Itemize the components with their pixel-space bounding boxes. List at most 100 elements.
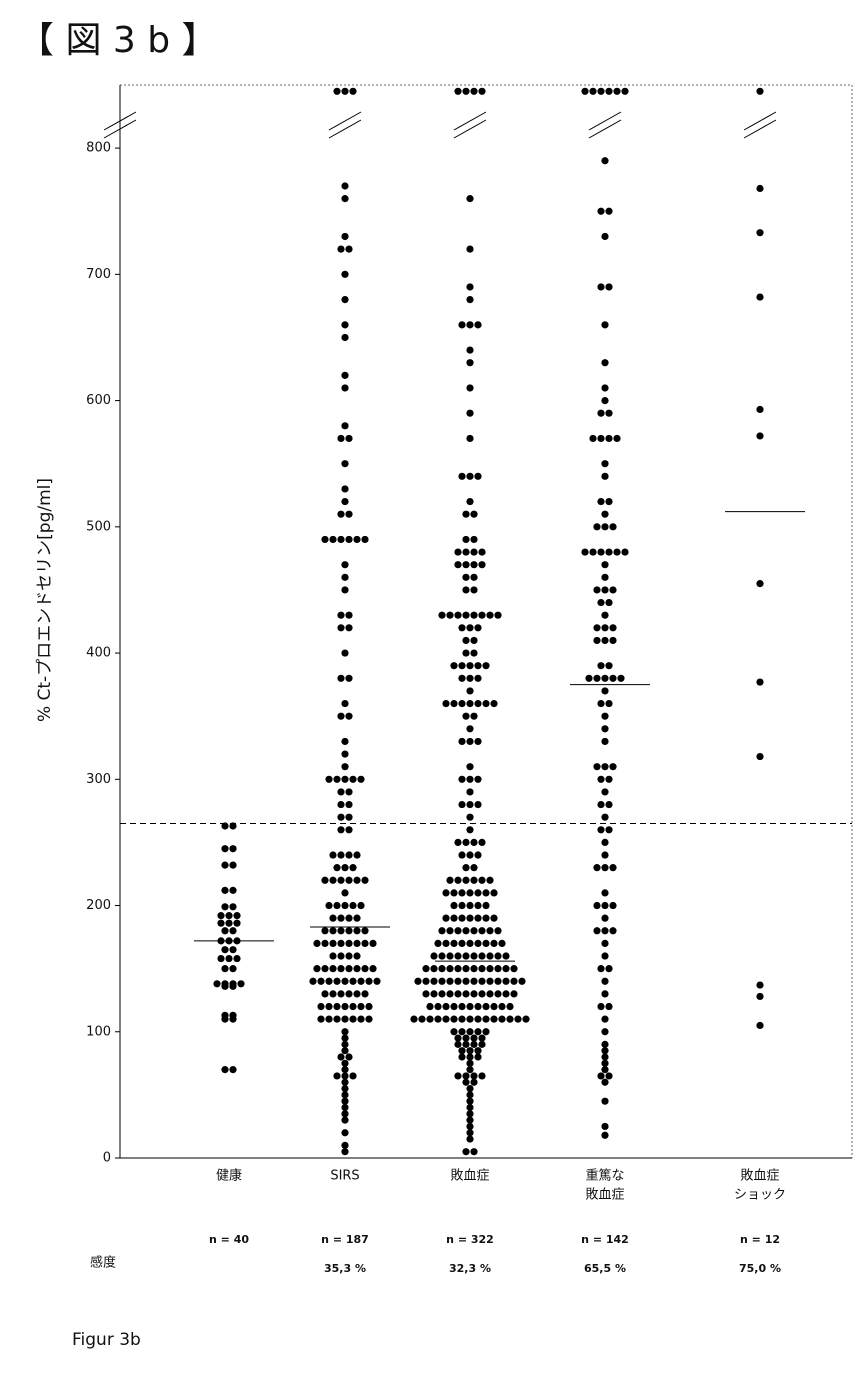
figure-title: 【 図 3 b 】 <box>18 20 218 61</box>
data-dot <box>589 435 596 442</box>
data-dot <box>478 877 485 884</box>
data-dot <box>337 511 344 518</box>
data-dot <box>438 978 445 985</box>
data-dot <box>478 1072 485 1079</box>
data-dot <box>474 1053 481 1060</box>
n-label: n = 187 <box>321 1233 369 1246</box>
data-dot <box>482 1016 489 1023</box>
data-dot <box>325 978 332 985</box>
data-dot <box>337 624 344 631</box>
data-dot <box>462 1148 469 1155</box>
data-dot <box>341 1129 348 1136</box>
data-dot <box>466 940 473 947</box>
data-dot <box>466 359 473 366</box>
data-dot <box>466 763 473 770</box>
data-dot <box>601 1060 608 1067</box>
data-dot <box>470 1034 477 1041</box>
data-dot <box>462 649 469 656</box>
data-dot <box>474 902 481 909</box>
data-dot <box>470 927 477 934</box>
data-dot <box>601 763 608 770</box>
data-dot <box>466 1003 473 1010</box>
data-dot <box>345 965 352 972</box>
data-dot <box>470 574 477 581</box>
data-dot <box>329 965 336 972</box>
data-dot <box>430 990 437 997</box>
data-dot <box>756 406 763 413</box>
data-dot <box>482 700 489 707</box>
data-dot <box>466 1129 473 1136</box>
data-dot <box>486 927 493 934</box>
data-dot <box>337 1053 344 1060</box>
data-dot <box>605 801 612 808</box>
data-dot <box>217 955 224 962</box>
data-dot <box>361 965 368 972</box>
data-dot <box>593 763 600 770</box>
n-label: n = 12 <box>740 1233 780 1246</box>
data-dot <box>601 359 608 366</box>
data-dot <box>369 965 376 972</box>
data-dot <box>474 700 481 707</box>
data-dot <box>353 851 360 858</box>
data-dot <box>361 940 368 947</box>
data-dot <box>229 822 236 829</box>
data-dot <box>309 978 316 985</box>
data-dot <box>458 851 465 858</box>
data-dot <box>601 523 608 530</box>
data-dot <box>337 713 344 720</box>
data-dot <box>605 498 612 505</box>
data-dot <box>446 927 453 934</box>
data-dot <box>341 586 348 593</box>
data-dot <box>329 851 336 858</box>
data-dot <box>458 1028 465 1035</box>
data-dot <box>329 877 336 884</box>
data-dot <box>462 536 469 543</box>
data-dot <box>510 990 517 997</box>
data-dot <box>474 940 481 947</box>
data-dot <box>593 637 600 644</box>
data-dot <box>474 321 481 328</box>
data-dot <box>458 776 465 783</box>
sensitivity-value: 75,0 % <box>739 1262 781 1275</box>
data-dot <box>601 978 608 985</box>
data-dot <box>221 1066 228 1073</box>
data-dot <box>229 965 236 972</box>
data-dot <box>470 864 477 871</box>
data-dot <box>341 271 348 278</box>
data-dot <box>450 889 457 896</box>
data-dot <box>337 801 344 808</box>
data-dot <box>225 920 232 927</box>
data-dot <box>613 548 620 555</box>
data-dot <box>337 940 344 947</box>
data-dot <box>341 182 348 189</box>
data-dot <box>482 940 489 947</box>
data-dot <box>597 498 604 505</box>
data-dot <box>462 586 469 593</box>
data-dot <box>601 738 608 745</box>
data-dot <box>341 88 348 95</box>
data-dot <box>601 864 608 871</box>
y-tick-label: 600 <box>86 393 111 408</box>
data-dot <box>321 536 328 543</box>
data-dot <box>474 1047 481 1054</box>
data-dot <box>486 612 493 619</box>
data-dot <box>601 940 608 947</box>
data-dot <box>341 978 348 985</box>
data-dot <box>333 978 340 985</box>
data-dot <box>454 561 461 568</box>
data-dot <box>601 1028 608 1035</box>
data-dot <box>470 637 477 644</box>
data-dot <box>462 864 469 871</box>
data-dot <box>217 912 224 919</box>
data-dot <box>313 940 320 947</box>
data-dot <box>613 88 620 95</box>
data-dot <box>221 1016 228 1023</box>
data-dot <box>756 993 763 1000</box>
axis-break <box>329 112 361 130</box>
data-dot <box>337 814 344 821</box>
data-dot <box>470 965 477 972</box>
data-dot <box>357 776 364 783</box>
data-dot <box>345 612 352 619</box>
chart: 【 図 3 b 】 % Ct-プロエンドセリン[pg/ml] 感度 Figur … <box>0 0 868 1379</box>
data-dot <box>601 612 608 619</box>
